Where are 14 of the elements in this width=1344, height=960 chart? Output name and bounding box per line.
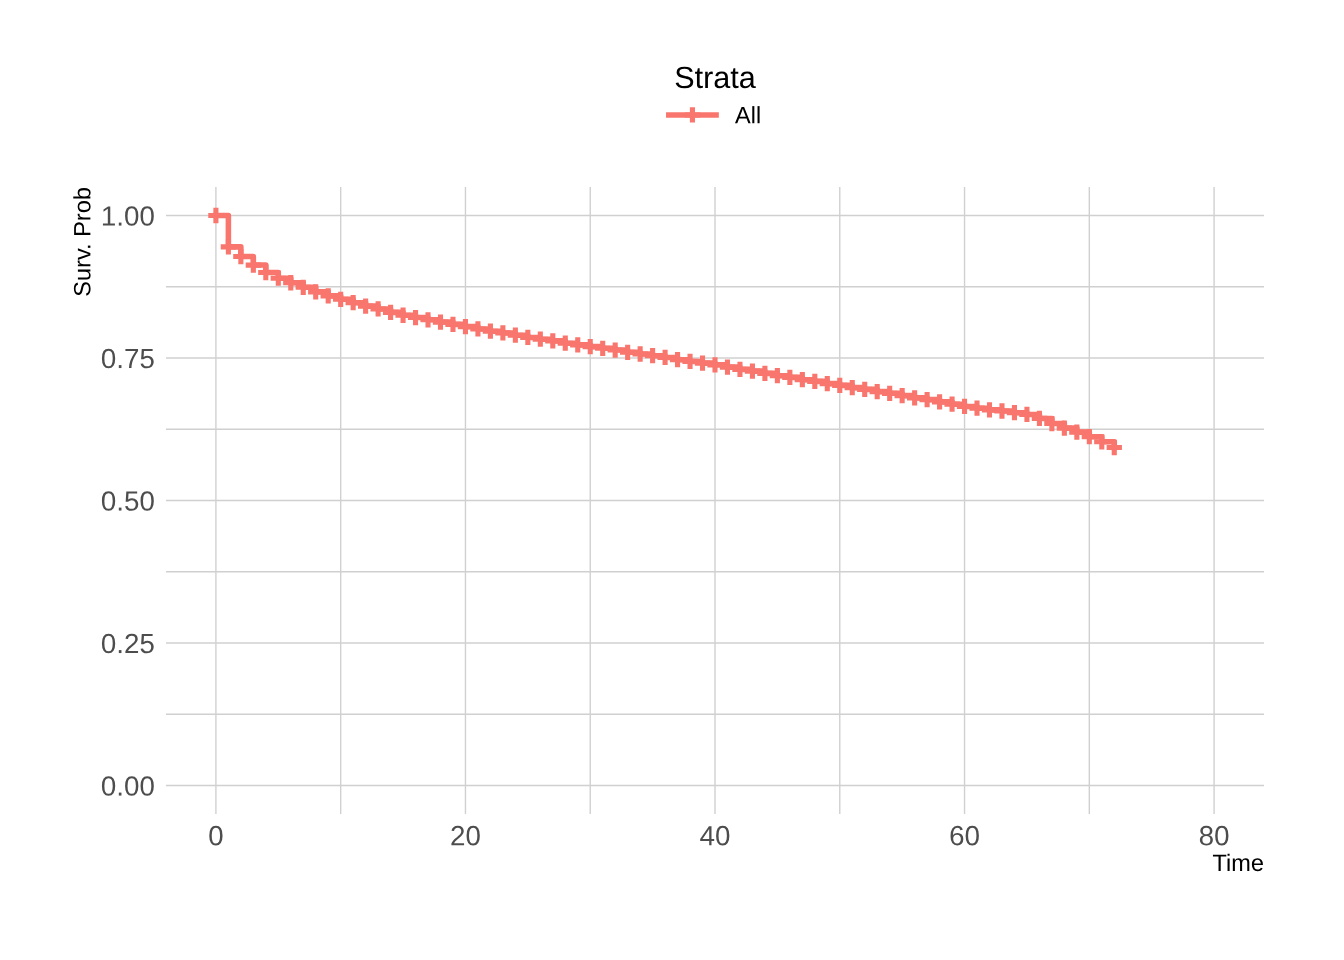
x-axis-title: Time: [1212, 853, 1263, 872]
legend-title: Strata: [675, 66, 756, 89]
x-tick-label: 40: [700, 825, 730, 846]
y-tick-label: 0.25: [101, 633, 154, 654]
x-tick-label: 60: [950, 825, 979, 846]
y-tick-label: 0.50: [101, 491, 154, 511]
legend-label: All: [734, 106, 760, 124]
y-tick-label: 0.75: [101, 348, 154, 369]
y-tick-label: 0.00: [101, 776, 154, 796]
y-axis-title: Surv. Prob: [73, 187, 91, 296]
x-tick-label: 20: [451, 825, 480, 846]
y-tick-label: 1.00: [102, 206, 154, 226]
x-tick-label: 80: [1199, 825, 1229, 846]
x-tick-label: 0: [209, 825, 223, 846]
